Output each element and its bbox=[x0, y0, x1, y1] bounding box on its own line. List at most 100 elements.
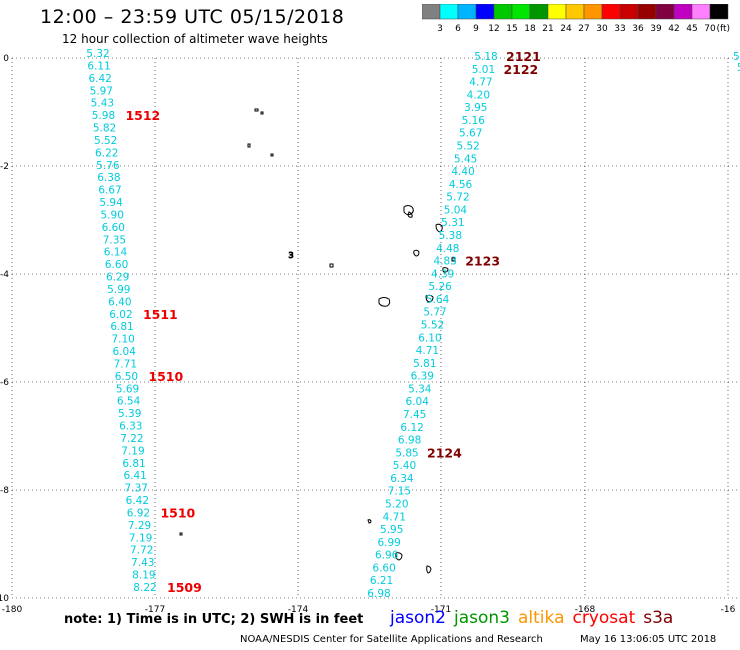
wave-height-value: 6.54 bbox=[117, 396, 141, 408]
wave-height-value: 5.38 bbox=[439, 230, 462, 242]
wave-height-value: 5.90 bbox=[101, 209, 124, 221]
wave-height-value: 6.81 bbox=[122, 458, 145, 470]
wave-height-value: 6.38 bbox=[97, 172, 120, 184]
legend-unit: (ft) bbox=[716, 24, 730, 34]
legend-label: 30 bbox=[596, 24, 608, 34]
wave-height-value: 4.71 bbox=[416, 345, 439, 357]
wave-height-value: 4.39 bbox=[431, 268, 454, 280]
wave-height-value: 6.60 bbox=[372, 562, 395, 574]
legend-label: 12 bbox=[488, 24, 499, 34]
wave-height-value: 6.50 bbox=[115, 371, 138, 383]
wave-height-value: 6.41 bbox=[123, 470, 146, 482]
wave-height-value: 5.40 bbox=[393, 460, 416, 472]
wave-height-value: 5.04 bbox=[444, 204, 468, 216]
wave-height-value: 7.43 bbox=[131, 557, 154, 569]
wave-height-value: 5.18 bbox=[474, 51, 497, 63]
wave-height-value: 5.39 bbox=[118, 408, 141, 420]
legend-label: 70 bbox=[704, 24, 716, 34]
mission-s3a: s3a bbox=[643, 608, 674, 628]
longitude-tick-label: -16 bbox=[721, 605, 736, 615]
map-title: 12:00 – 23:59 UTC 05/15/2018 bbox=[40, 6, 345, 28]
map-subtitle: 12 hour collection of altimeter wave hei… bbox=[62, 32, 328, 46]
island-outline bbox=[451, 257, 456, 262]
wave-height-value: 5.97 bbox=[90, 85, 113, 97]
wave-height-value: 6.99 bbox=[377, 537, 400, 549]
latitude-tick-label: -4 bbox=[0, 270, 9, 280]
wave-height-value: 5.85 bbox=[395, 447, 418, 459]
wave-height-value: 7.71 bbox=[114, 358, 137, 370]
longitude-tick-label: -174 bbox=[288, 605, 309, 615]
longitude-tick-label: -180 bbox=[2, 605, 23, 615]
wave-height-value: 7.19 bbox=[129, 532, 152, 544]
wave-height-value: 6.98 bbox=[398, 435, 421, 447]
wave-height-value: 5 bbox=[737, 62, 740, 74]
wave-height-value: 5.64 bbox=[426, 294, 450, 306]
time-label: 1509 bbox=[167, 580, 202, 595]
wave-height-value: 6.98 bbox=[367, 588, 390, 600]
wave-height-value: 7.37 bbox=[125, 483, 148, 495]
time-label: 2123 bbox=[465, 254, 500, 269]
island-outline bbox=[413, 249, 420, 257]
legend-label: 33 bbox=[614, 24, 625, 34]
wave-height-value: 7.35 bbox=[103, 234, 126, 246]
time-label: 1512 bbox=[125, 108, 160, 123]
island-outlines: 3 bbox=[179, 108, 456, 574]
wave-height-value: 5.31 bbox=[441, 217, 464, 229]
island-outline bbox=[435, 223, 443, 233]
legend-label: 3 bbox=[437, 24, 443, 34]
island-outline bbox=[395, 552, 403, 561]
legend-label: 18 bbox=[524, 24, 536, 34]
wave-height-value: 5.82 bbox=[93, 123, 116, 135]
wave-height-value: 8.22 bbox=[133, 582, 156, 594]
wave-height-value: 7.29 bbox=[128, 520, 151, 532]
island-outline bbox=[367, 519, 372, 524]
longitude-tick-label: -171 bbox=[431, 605, 451, 615]
island-outline bbox=[254, 108, 259, 112]
wave-height-value: 7.19 bbox=[121, 445, 144, 457]
mission-jason3: jason3 bbox=[454, 608, 510, 628]
wave-height-value: 6.67 bbox=[98, 185, 121, 197]
wave-height-value: 6.04 bbox=[113, 346, 137, 358]
wave-height-value: 4.77 bbox=[469, 77, 492, 89]
wave-height-value: 6.39 bbox=[411, 371, 434, 383]
latitude-tick-label: -10 bbox=[0, 594, 9, 604]
color-legend: 3 6 9 12 15 18 21 24 27 30 33 36 39 42 45 70 (ft) bbox=[422, 4, 730, 34]
wave-height-value: 5.98 bbox=[92, 110, 115, 122]
island-outline bbox=[442, 267, 449, 273]
mission-jason2: jason2 bbox=[390, 608, 446, 628]
wave-height-value: 5.94 bbox=[99, 197, 123, 209]
legend-label: 39 bbox=[650, 24, 662, 34]
island-outline bbox=[329, 263, 334, 268]
wave-height-value: 5.52 bbox=[94, 135, 117, 147]
wave-height-value: 6.21 bbox=[370, 575, 393, 587]
mission-altika: altika bbox=[518, 608, 565, 628]
wave-height-value: 6.42 bbox=[88, 73, 111, 85]
time-label: 1510 bbox=[160, 505, 195, 520]
wave-height-value: 6.04 bbox=[406, 396, 430, 408]
island-label: 3 bbox=[288, 251, 293, 260]
island-outline bbox=[425, 294, 434, 303]
wave-height-value: 5.72 bbox=[446, 192, 469, 204]
wave-height-value: 7.45 bbox=[403, 409, 426, 421]
wave-height-value: 4.83 bbox=[434, 256, 457, 268]
wave-height-value: 6.10 bbox=[418, 332, 441, 344]
latitude-tick-label: -8 bbox=[0, 486, 9, 496]
time-label: 1511 bbox=[143, 307, 178, 322]
wave-height-value: 5.32 bbox=[86, 48, 109, 60]
wave-height-value: 5.43 bbox=[91, 98, 114, 110]
wave-height-value: 6.22 bbox=[95, 147, 118, 159]
credit-text: NOAA/NESDIS Center for Satellite Applica… bbox=[240, 634, 543, 645]
latitude-tick-label: 0 bbox=[3, 54, 9, 64]
legend-color-swatch bbox=[709, 4, 729, 20]
wave-height-value: 5.45 bbox=[454, 153, 477, 165]
wave-height-value: 7.22 bbox=[120, 433, 143, 445]
island-outline bbox=[407, 211, 413, 218]
legend-label: 9 bbox=[473, 24, 479, 34]
wave-height-value: 7.10 bbox=[111, 334, 134, 346]
wave-height-value: 4.20 bbox=[467, 89, 490, 101]
wave-height-value: 5.76 bbox=[96, 160, 120, 172]
wave-height-value: 5.77 bbox=[423, 307, 446, 319]
wave-height-value: 5.95 bbox=[380, 524, 403, 536]
wave-height-value: 8.19 bbox=[132, 570, 155, 582]
